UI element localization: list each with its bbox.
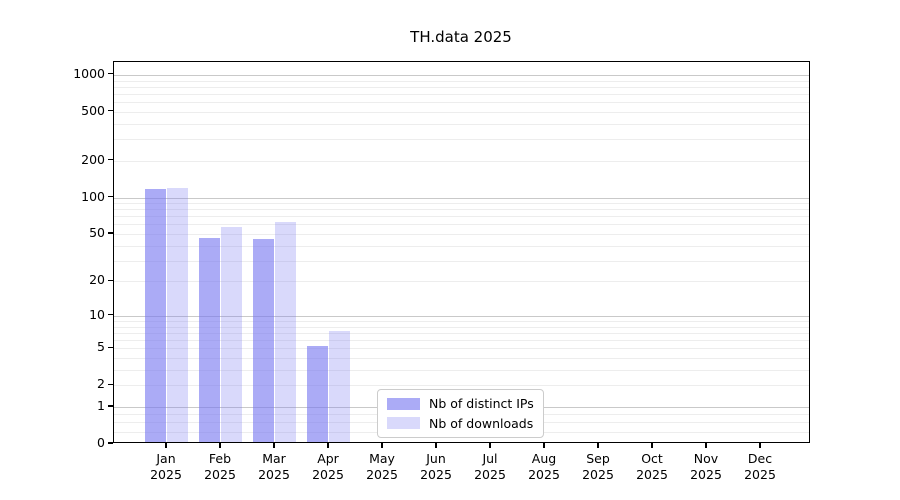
y-tick-mark xyxy=(108,346,113,348)
gridline-minor xyxy=(114,80,809,82)
bar-distinct-ips xyxy=(307,346,328,442)
y-tick-label: 50 xyxy=(89,225,105,240)
x-tick-mark xyxy=(165,443,167,448)
gridline-minor xyxy=(114,245,809,247)
x-tick-mark xyxy=(327,443,329,448)
gridline-major xyxy=(114,315,809,317)
y-tick-mark xyxy=(108,442,113,444)
y-tick-label: 2 xyxy=(97,376,105,392)
y-tick-label: 0 xyxy=(97,435,105,450)
y-tick-label: 1 xyxy=(97,398,105,413)
bar-distinct-ips xyxy=(145,188,166,442)
gridline-minor xyxy=(114,358,809,359)
y-tick-mark xyxy=(108,73,113,75)
gridline-minor xyxy=(114,260,809,262)
y-tick-label: 20 xyxy=(89,272,105,288)
bar-downloads xyxy=(275,222,296,442)
gridline-minor xyxy=(114,332,809,334)
gridline-minor xyxy=(114,216,809,218)
y-tick-label: 500 xyxy=(81,102,105,118)
x-tick-mark xyxy=(273,443,275,448)
x-tick-label: Dec 2025 xyxy=(744,451,776,482)
x-tick-mark xyxy=(759,443,761,448)
gridline-minor xyxy=(114,94,809,95)
x-tick-label: Aug 2025 xyxy=(528,451,560,482)
gridline-minor xyxy=(114,209,809,211)
x-tick-mark xyxy=(219,443,221,448)
gridline-major xyxy=(114,197,809,199)
gridline-minor xyxy=(114,86,809,88)
gridline-minor xyxy=(114,281,809,283)
x-tick-mark xyxy=(435,443,437,448)
gridline-minor xyxy=(114,234,809,235)
bar-distinct-ips xyxy=(253,238,274,442)
legend-item-distinct-ips: Nb of distinct IPs xyxy=(387,396,534,411)
downloads-swatch-icon xyxy=(387,416,420,430)
plot-area xyxy=(113,61,810,443)
gridline-minor xyxy=(114,340,809,342)
x-tick-label: Sep 2025 xyxy=(582,451,614,482)
bar-downloads xyxy=(167,188,188,442)
x-tick-label: Oct 2025 xyxy=(636,451,668,482)
x-tick-mark xyxy=(543,443,545,448)
gridline-minor xyxy=(114,203,809,204)
gridline-major xyxy=(114,74,809,76)
x-tick-label: May 2025 xyxy=(366,451,398,482)
bar-downloads xyxy=(329,330,350,442)
x-tick-mark xyxy=(705,443,707,448)
gridline-minor xyxy=(114,139,809,141)
x-tick-label: Nov 2025 xyxy=(690,451,722,482)
legend-label: Nb of distinct IPs xyxy=(429,396,534,412)
gridline-minor xyxy=(114,102,809,104)
y-tick-mark xyxy=(108,383,113,385)
gridline-minor xyxy=(114,111,809,113)
x-tick-mark xyxy=(651,443,653,448)
x-tick-label: Feb 2025 xyxy=(204,451,236,482)
y-tick-label: 10 xyxy=(89,306,105,322)
gridline-minor xyxy=(114,326,809,328)
gridline-minor xyxy=(114,385,809,387)
legend: Nb of distinct IPs Nb of downloads xyxy=(377,389,544,438)
x-tick-label: Mar 2025 xyxy=(258,451,290,482)
y-tick-label: 5 xyxy=(97,339,105,355)
y-tick-mark xyxy=(108,195,113,198)
y-tick-mark xyxy=(108,314,113,316)
x-tick-label: Apr 2025 xyxy=(312,451,344,482)
y-tick-mark xyxy=(108,279,113,281)
y-tick-mark xyxy=(108,232,113,234)
bar-distinct-ips xyxy=(199,237,220,442)
y-tick-mark xyxy=(108,159,113,161)
gridline-minor xyxy=(114,369,809,371)
y-tick-mark xyxy=(108,405,113,407)
gridline-minor xyxy=(114,224,809,226)
gridline-minor xyxy=(114,321,809,322)
legend-item-downloads: Nb of downloads xyxy=(387,416,534,431)
x-tick-label: Jan 2025 xyxy=(150,451,182,482)
distinct-ips-swatch-icon xyxy=(387,397,420,411)
gridline-minor xyxy=(114,123,809,125)
y-tick-mark xyxy=(108,110,113,112)
x-tick-mark xyxy=(489,443,491,448)
x-tick-label: Jun 2025 xyxy=(420,451,452,482)
y-tick-label: 1000 xyxy=(73,65,105,81)
chart-title: TH.data 2025 xyxy=(410,28,512,46)
gridline-minor xyxy=(114,160,809,162)
y-tick-label: 100 xyxy=(81,188,105,204)
x-tick-label: Jul 2025 xyxy=(474,451,506,482)
gridline-minor xyxy=(114,348,809,350)
bar-downloads xyxy=(221,227,242,442)
x-tick-mark xyxy=(597,443,599,448)
y-tick-label: 200 xyxy=(81,151,105,167)
legend-label: Nb of downloads xyxy=(429,415,534,431)
x-tick-mark xyxy=(381,443,383,448)
